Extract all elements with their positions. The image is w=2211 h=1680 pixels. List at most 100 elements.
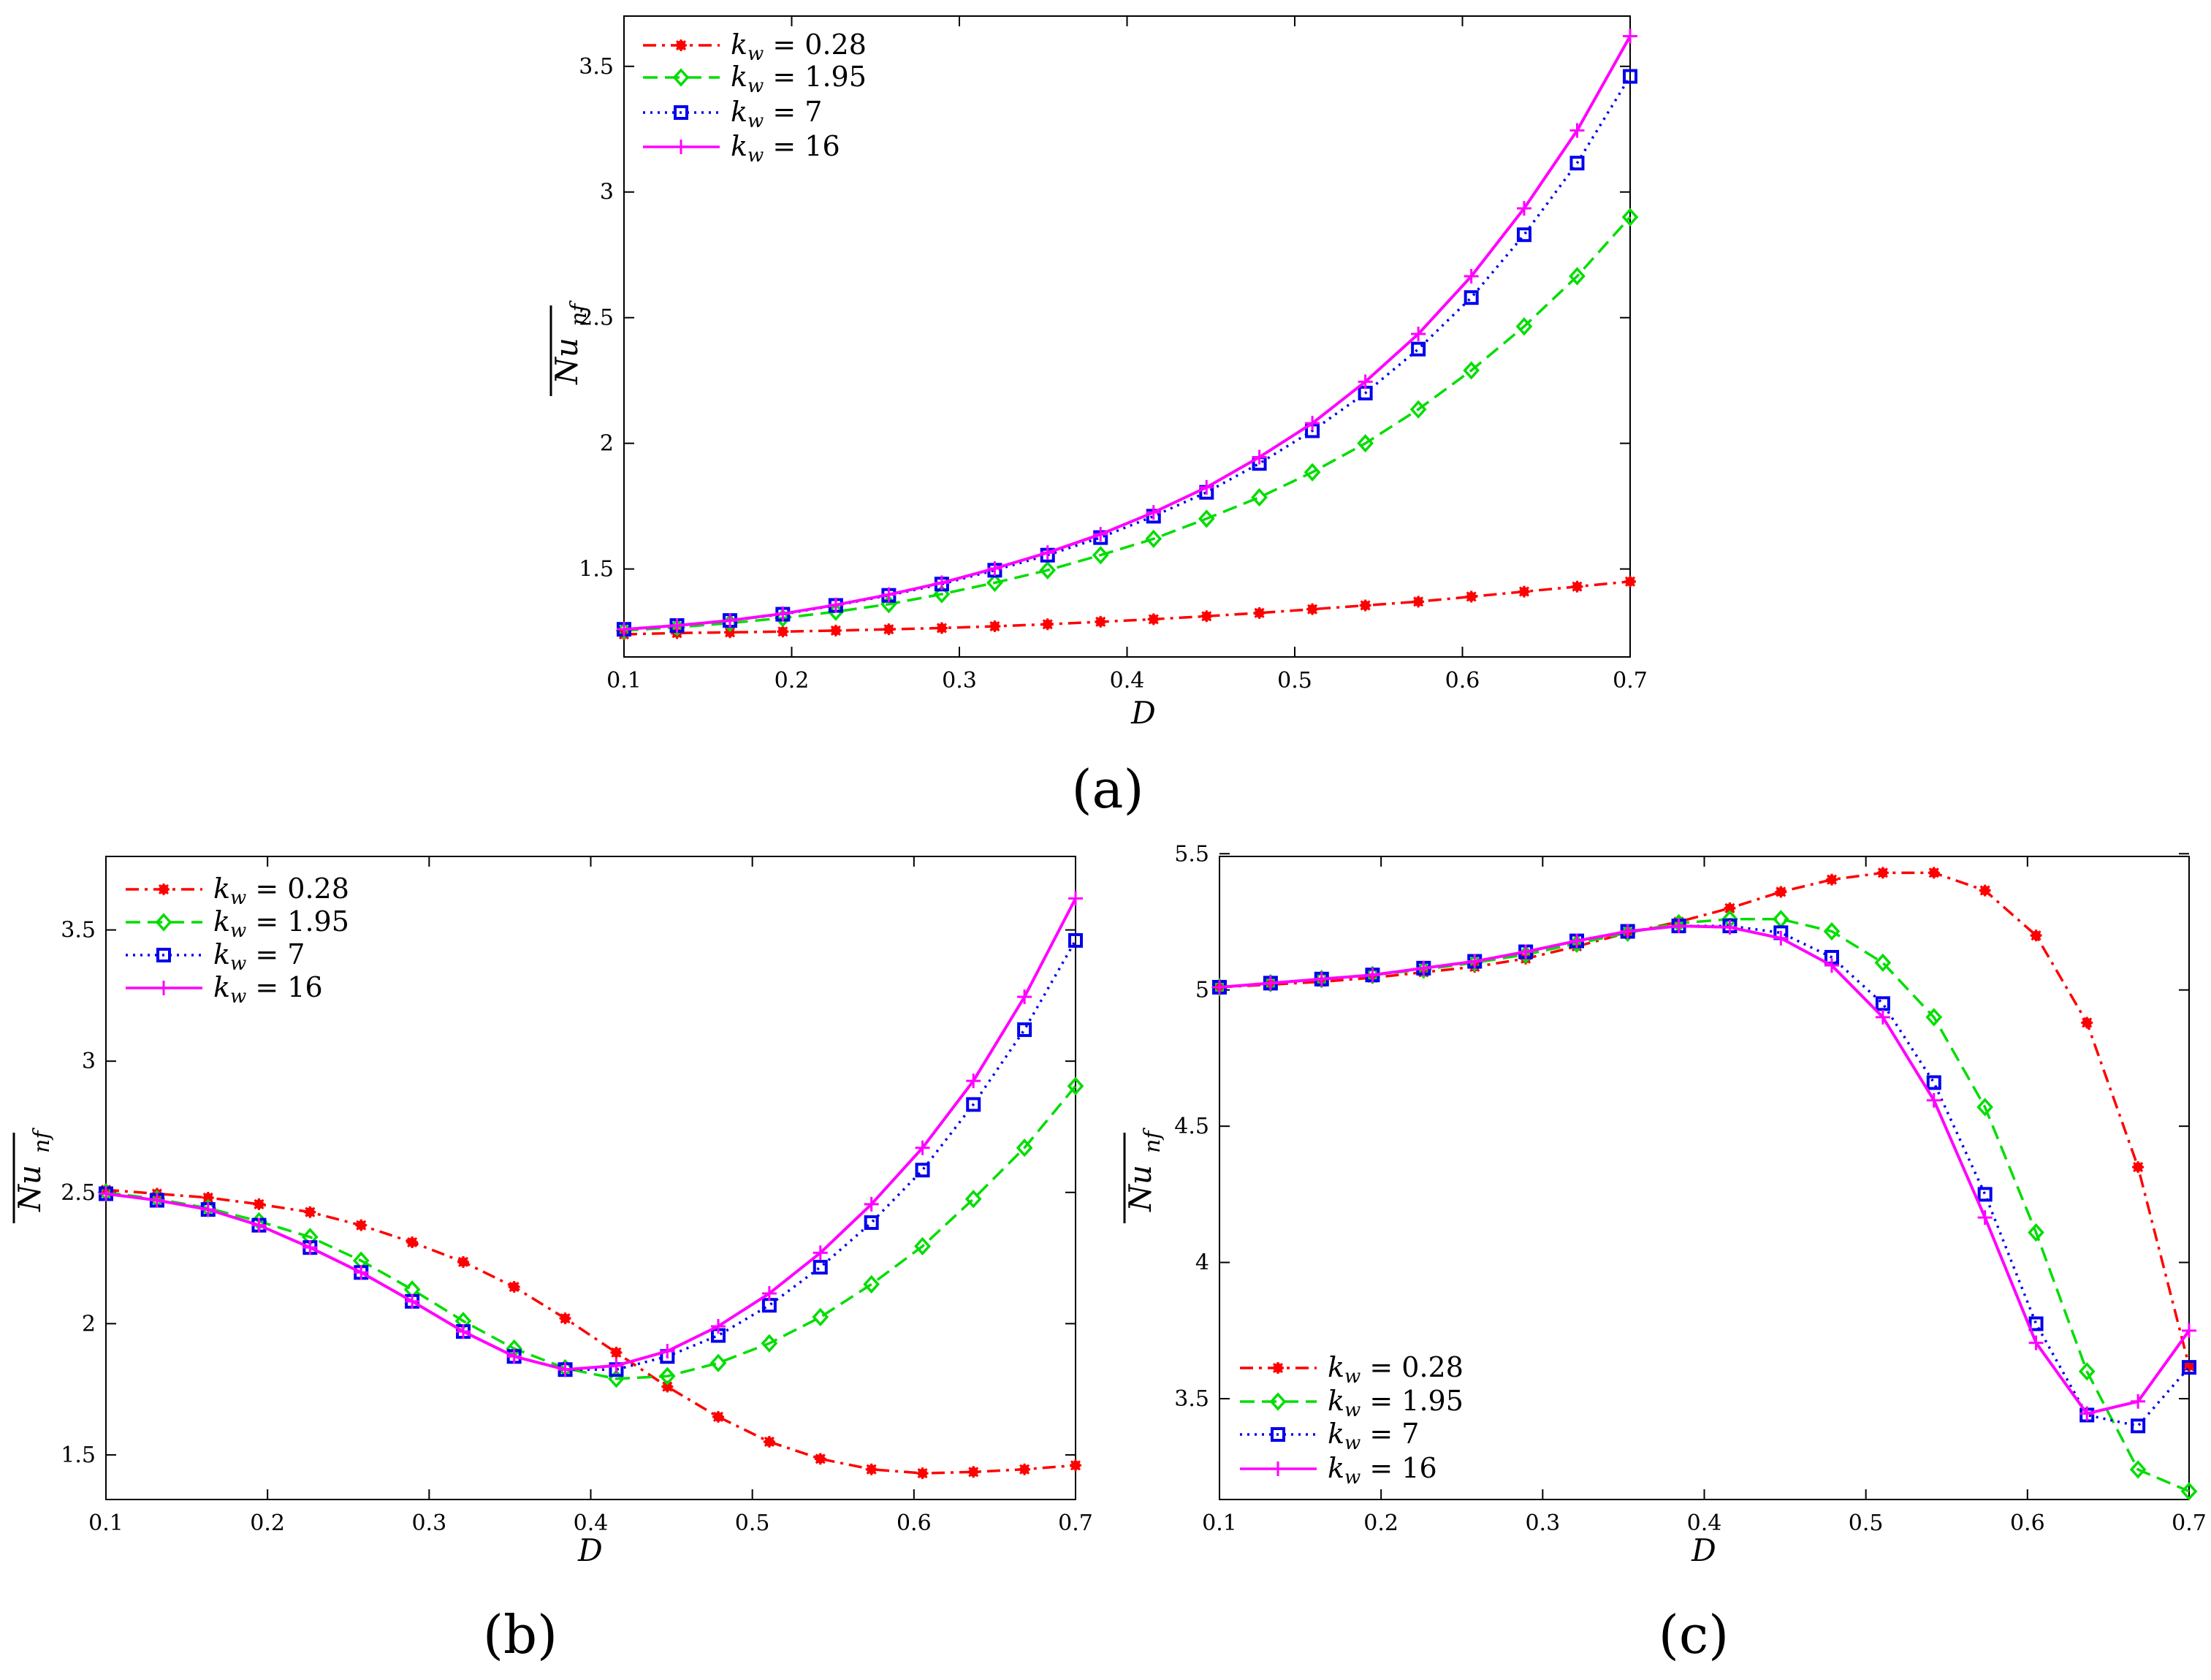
data-point-blue [864, 1215, 879, 1231]
panel-b: 0.1 0.2 0.3 0.4 0.5 0.6 0.7 1.5 2 2.5 3 3.5 D Nu n… [12, 856, 1093, 1665]
legend-item: kw = 16 [126, 971, 323, 1008]
legend-item: kw = 1.95 [643, 61, 867, 97]
data-point-magenta [1263, 976, 1278, 991]
svg-text:kw = 1.95: kw = 1.95 [731, 61, 867, 97]
data-point-red [661, 1380, 674, 1393]
y-tick-label: 2 [82, 1311, 96, 1337]
svg-text:nf: nf [1140, 1128, 1165, 1153]
legend-item: kw = 1.95 [126, 905, 349, 942]
data-point-magenta [864, 1196, 879, 1212]
svg-text:kw = 7: kw = 7 [213, 938, 305, 975]
data-point-red [2030, 930, 2042, 942]
legend-b: kw = 0.28 kw = 1.95 kw = 7 kw = 16 [126, 873, 349, 1008]
data-point-magenta [966, 1073, 981, 1089]
svg-text:kw = 0.28: kw = 0.28 [1328, 1351, 1464, 1388]
data-point-red [1724, 902, 1736, 914]
data-point-magenta [1212, 979, 1227, 995]
x-axis-c: 0.1 0.2 0.3 0.4 0.5 0.6 0.7 [1202, 856, 2207, 1536]
data-point-red [763, 1435, 775, 1448]
x-tick-label: 0.6 [897, 1510, 932, 1536]
data-point-magenta [456, 1324, 471, 1339]
panel-caption-a: (a) [1071, 759, 1143, 820]
y-tick-label: 3 [600, 180, 614, 205]
data-point-red [610, 1346, 623, 1358]
data-point-red [1412, 596, 1425, 608]
data-point-red [559, 1312, 571, 1325]
data-point-green [933, 585, 951, 604]
data-point-magenta [813, 1245, 828, 1261]
y-tick-label: 5.5 [1174, 841, 1209, 867]
legend-c: kw = 0.28 kw = 1.95 kw = 7 kw = 16 [1240, 1351, 1464, 1489]
data-point-red [1624, 575, 1636, 588]
data-point-red [1306, 603, 1319, 615]
data-point-green [1016, 1139, 1033, 1158]
data-point-magenta [1411, 327, 1426, 342]
legend-marker-green [155, 913, 172, 932]
data-point-red [406, 1236, 419, 1248]
data-point-blue [2131, 1418, 2146, 1434]
x-axis-a: 0.1 0.2 0.3 0.4 0.5 0.6 0.7 [606, 16, 1648, 693]
data-point-magenta [775, 606, 791, 621]
data-point-red [1876, 867, 1889, 879]
data-point-magenta [1199, 479, 1214, 495]
data-point-magenta [1467, 954, 1483, 969]
data-point-blue [1875, 996, 1890, 1011]
data-point-magenta [1416, 960, 1431, 976]
legend-item: kw = 0.28 [126, 873, 349, 909]
x-tick-label: 0.4 [574, 1510, 609, 1536]
data-point-red [1571, 580, 1583, 593]
data-point-blue [2182, 1360, 2196, 1375]
svg-text:nf: nf [29, 1128, 55, 1153]
data-point-magenta [354, 1265, 369, 1280]
x-tick-label: 0.5 [735, 1510, 770, 1536]
data-point-green [1515, 317, 1533, 336]
legend-marker-blue [674, 105, 688, 120]
x-tick-label: 0.1 [88, 1510, 123, 1536]
data-point-magenta [405, 1293, 420, 1309]
series-green [97, 1076, 1084, 1388]
data-point-magenta [99, 1186, 113, 1201]
y-tick-label: 1.5 [61, 1443, 96, 1468]
data-point-magenta [609, 1358, 624, 1373]
svg-text:nf: nf [566, 300, 592, 326]
x-tick-label: 0.7 [2172, 1510, 2207, 1536]
data-point-green [1039, 560, 1057, 579]
data-point-blue [966, 1097, 981, 1112]
data-point-red [1979, 884, 1991, 897]
data-point-red [967, 1466, 980, 1478]
data-point-blue [761, 1298, 777, 1313]
data-point-magenta [1977, 1210, 1993, 1225]
data-point-blue [1464, 290, 1479, 305]
data-point-green [1251, 487, 1268, 507]
legend-marker-magenta [1271, 1462, 1285, 1476]
legend-a: kw = 0.28 kw = 1.95 kw = 7 kw = 16 [643, 28, 867, 167]
data-point-red [253, 1198, 265, 1210]
data-point-green [2129, 1460, 2147, 1479]
data-point-red [1775, 886, 1787, 898]
data-point-red [712, 1410, 724, 1423]
series-group-b [97, 891, 1084, 1480]
data-point-magenta [660, 1344, 675, 1359]
data-point-magenta [1926, 1092, 1941, 1108]
legend-marker-magenta [674, 140, 688, 154]
data-point-red [777, 626, 789, 638]
data-point-red [883, 623, 895, 636]
legend-item: kw = 16 [1240, 1452, 1437, 1489]
data-point-green [1976, 1098, 1994, 1117]
data-point-red [935, 622, 948, 634]
data-point-red [1928, 867, 1940, 879]
series-red [1214, 867, 2195, 1372]
data-point-blue [1977, 1187, 1993, 1202]
y-tick-label: 3.5 [579, 54, 614, 80]
data-point-red [1465, 590, 1477, 603]
x-tick-label: 0.4 [1687, 1510, 1722, 1536]
series-line-green [105, 1085, 1077, 1380]
legend-item: kw = 1.95 [1240, 1385, 1464, 1421]
legend-marker-red [675, 39, 687, 51]
data-point-red [1019, 1463, 1031, 1475]
legend-marker-red [1272, 1362, 1284, 1374]
y-tick-label: 4.5 [1174, 1114, 1209, 1139]
y-axis-label-a: Nu nf [549, 300, 592, 396]
y-axis-c: 3.5 4 4.5 5 5.5 [1174, 841, 2189, 1412]
